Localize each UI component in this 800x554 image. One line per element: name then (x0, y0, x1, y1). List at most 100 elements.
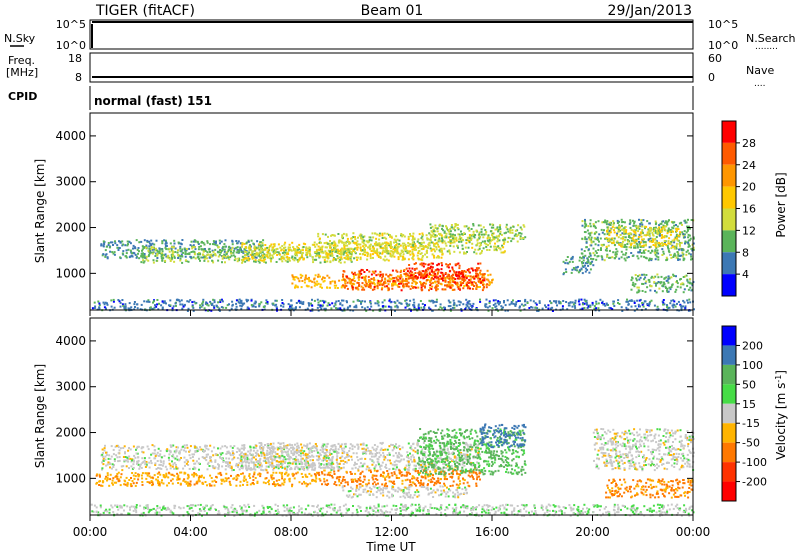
colorbar-segment (722, 252, 736, 275)
range-tick-label: 4000 (55, 129, 86, 143)
colorbar-segment (722, 230, 736, 253)
colorbar-tick-label: 4 (742, 268, 749, 281)
colorbar-segment (722, 121, 736, 143)
colorbar-segment (722, 403, 736, 424)
nave-tick-top: 60 (708, 52, 722, 65)
colorbar-tick-label: 20 (742, 181, 756, 194)
echo-band (479, 423, 527, 449)
colorbar-tick-label: -100 (742, 456, 767, 469)
radar-title: TIGER (fitACF) (95, 3, 195, 19)
colorbar-segment (722, 208, 736, 231)
echo-band (605, 478, 694, 499)
echo-band (341, 485, 468, 499)
colorbar-tick-label: 100 (742, 359, 763, 372)
colorbar-tick-label: -15 (742, 417, 760, 430)
echo-band (140, 245, 356, 264)
colorbar-segment (722, 364, 736, 385)
range-tick-label: 4000 (55, 334, 86, 348)
power-colorbar: 28 24 20 16 12 8 4 (721, 120, 756, 297)
colorbar-tick-label: -50 (742, 437, 760, 450)
cpid-value: normal (fast) 151 (94, 94, 212, 108)
echo-band (317, 469, 482, 488)
power-panel: 4000 3000 2000 1000 Slant Range [km] 28 24 20… (33, 112, 788, 312)
colorbar-segment (722, 462, 736, 482)
colorbar-segment (722, 345, 736, 365)
freq-unit: [MHz] (6, 66, 38, 79)
velocity-ylabel: Slant Range [km] (33, 364, 47, 468)
echo-band (405, 262, 482, 280)
echo-band (91, 298, 695, 312)
power-echo-field (91, 218, 695, 312)
time-axis: 00:00 04:00 08:00 12:00 16:00 20:00 00:00 (73, 310, 711, 539)
colorbar-tick-label: 50 (742, 378, 756, 391)
beam-label: Beam 01 (361, 3, 424, 19)
colorbar-segment (722, 274, 736, 296)
echo-band (605, 225, 682, 248)
colorbar-tick-label: -200 (742, 476, 767, 489)
range-tick-label: 3000 (55, 380, 86, 394)
colorbar-tick-label: 16 (742, 203, 756, 216)
nsearch-tick-bottom: 10^0 (708, 39, 738, 52)
time-tick-label: 08:00 (274, 525, 309, 539)
range-tick-label: 2000 (55, 426, 86, 440)
echo-band (316, 232, 506, 255)
echo-band (240, 241, 444, 262)
freq-label: Freq. (8, 54, 35, 67)
echo-band (90, 503, 695, 517)
colorbar-segment (722, 481, 736, 501)
echo-band (95, 471, 318, 488)
range-tick-label: 3000 (55, 175, 86, 189)
date-label: 29/Jan/2013 (608, 3, 692, 19)
colorbar-tick-label: 15 (742, 398, 756, 411)
freq-panel: Freq. [MHz] 18 8 60 0 Nave .... (6, 52, 774, 89)
cpid-panel: CPID normal (fast) 151 (8, 86, 694, 110)
echo-band (429, 223, 527, 244)
nsky-tick-top: 10^5 (56, 18, 86, 31)
colorbar-segment (722, 384, 736, 404)
colorbar-tick-label: 28 (742, 137, 756, 150)
nsky-label: N.Sky (4, 32, 36, 45)
nsearch-label: N.Search (746, 32, 796, 45)
time-axis-label: Time UT (365, 540, 416, 554)
echo-band (562, 255, 595, 276)
colorbar-segment (722, 142, 736, 165)
velocity-panel: 4000 3000 2000 1000 Slant Range [km] 200 100… (33, 317, 788, 517)
echo-band (592, 428, 695, 472)
colorbar-segment (722, 423, 736, 443)
echo-band (416, 428, 527, 476)
nsky-panel: N.Sky 10^5 10^0 10^5 10^0 N.Search .....… (4, 18, 796, 52)
freq-tick-top: 18 (68, 52, 82, 65)
nsky-tick-bottom: 10^0 (56, 39, 86, 52)
velocity-colorbar: 200 100 50 15 -15 -50 -100 -200 (721, 325, 767, 502)
nsearch-legend-mark: ........ (755, 42, 778, 52)
cpid-label: CPID (8, 90, 37, 103)
colorbar-tick-label: 200 (742, 339, 763, 352)
echo-band (630, 273, 695, 294)
range-tick-label: 1000 (55, 471, 86, 485)
echo-band (100, 444, 342, 472)
time-tick-label: 16:00 (475, 525, 510, 539)
nave-tick-bottom: 0 (708, 71, 715, 84)
nave-label: Nave (746, 64, 774, 77)
time-tick-label: 00:00 (676, 525, 711, 539)
range-tick-label: 2000 (55, 221, 86, 235)
colorbar-segment (722, 164, 736, 187)
nsearch-tick-top: 10^5 (708, 18, 738, 31)
power-colorbar-label: Power [dB] (774, 172, 788, 237)
freq-tick-bottom: 8 (75, 71, 82, 84)
time-tick-label: 12:00 (374, 525, 409, 539)
range-tick-label: 1000 (55, 266, 86, 280)
colorbar-tick-label: 8 (742, 246, 749, 259)
power-ylabel: Slant Range [km] (33, 159, 47, 263)
colorbar-segment (722, 326, 736, 346)
colorbar-tick-label: 12 (742, 224, 756, 237)
colorbar-segment (722, 186, 736, 209)
velocity-colorbar-label: Velocity [m s-1] (774, 370, 788, 460)
time-tick-label: 04:00 (173, 525, 208, 539)
nave-legend-mark: .... (754, 79, 765, 89)
colorbar-tick-label: 24 (742, 159, 756, 172)
echo-band (240, 441, 481, 472)
colorbar-segment (722, 442, 736, 463)
time-tick-label: 00:00 (73, 525, 108, 539)
